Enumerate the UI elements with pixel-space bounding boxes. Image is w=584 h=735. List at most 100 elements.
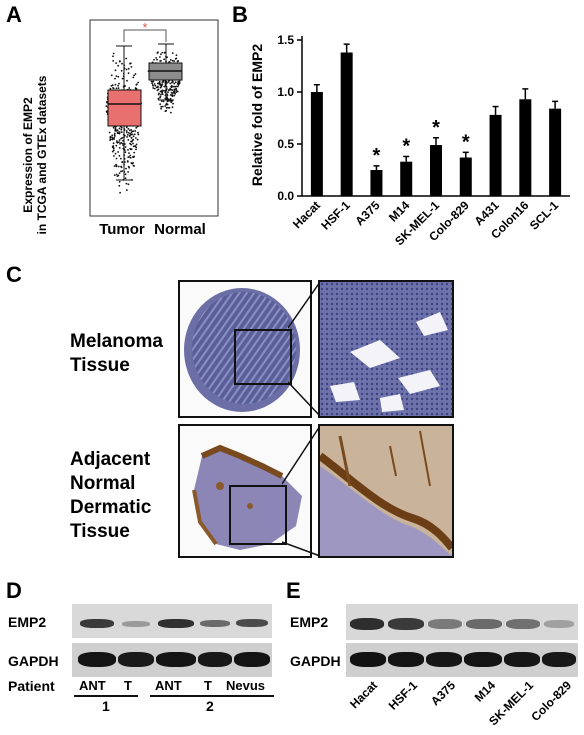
normal-point (151, 84, 154, 86)
normal-point (157, 93, 160, 96)
normal-point (167, 89, 170, 92)
tumor-point (118, 147, 121, 149)
tumor-point (131, 162, 134, 165)
panel-e-letter: E (286, 578, 301, 603)
normal-point (157, 97, 160, 100)
tumor-point (125, 68, 128, 71)
normal-point (166, 56, 169, 59)
tumor-point (115, 173, 118, 176)
tumor-point (127, 132, 130, 134)
tumor-point (128, 166, 131, 169)
tumor-point (129, 132, 132, 135)
d-gapdh-band-t1 (118, 652, 154, 667)
tumor-point (113, 155, 115, 157)
b-bar (370, 170, 383, 196)
tumor-point (135, 143, 138, 146)
normal-point (169, 59, 172, 61)
normal-point (160, 53, 162, 56)
normal-point (160, 107, 163, 110)
adjacent-label-line3: Dermatic (70, 497, 152, 518)
e-emp2-band-a375 (428, 619, 462, 629)
tumor-point (114, 127, 117, 129)
d-row-label-emp2: EMP2 (8, 614, 47, 630)
normal-point (160, 93, 162, 96)
tumor-point (126, 133, 129, 136)
tumor-point (135, 146, 138, 149)
tumor-point (111, 136, 113, 139)
d-lane-t2: T (204, 678, 212, 693)
normal-point (166, 100, 169, 103)
normal-point (163, 51, 166, 54)
tumor-point (118, 141, 120, 144)
tumor-point (112, 126, 115, 129)
e-emp2-band-hsf1 (388, 618, 424, 630)
b-bar (549, 108, 562, 196)
significance-star: * (142, 20, 147, 35)
tumor-point (120, 131, 123, 134)
tumor-point (114, 83, 117, 86)
d-lane-t1: T (124, 678, 132, 693)
melanoma-zoom-lines (288, 281, 321, 417)
tumor-point (121, 62, 123, 65)
normal-point (171, 92, 174, 94)
normal-point (174, 92, 177, 95)
tumor-point (125, 57, 127, 60)
tumor-point (114, 129, 117, 132)
tumor-point (119, 60, 121, 62)
d-gapdh-blot (72, 643, 272, 677)
normal-point (174, 85, 177, 88)
b-bar (519, 99, 532, 196)
normal-point (167, 81, 170, 83)
tumor-point (135, 137, 137, 139)
d-group1-underline (74, 695, 138, 697)
tumor-point (121, 142, 124, 145)
tumor-point (127, 139, 130, 141)
melanoma-label: Melanoma Tissue (70, 330, 163, 378)
melanoma-label-line2: Tissue (70, 355, 130, 376)
normal-point (178, 80, 181, 83)
tumor-point (126, 189, 128, 192)
tumor-point (117, 75, 120, 78)
tumor-point (117, 84, 119, 87)
tumor-point (115, 87, 118, 90)
normal-point (161, 91, 163, 94)
tumor-point (118, 82, 120, 85)
tumor-point (122, 139, 124, 142)
e-gapdh-band-hacat (350, 652, 386, 667)
normal-point (164, 105, 167, 107)
tumor-point (127, 160, 129, 163)
normal-point (152, 80, 155, 83)
d-emp2-band-t2 (200, 620, 230, 627)
tumor-point (137, 131, 139, 134)
normal-point (159, 103, 162, 106)
normal-point (166, 98, 169, 100)
melanoma-zoom-image (318, 280, 454, 418)
normal-point (161, 105, 164, 108)
tumor-point (117, 64, 120, 67)
normal-point (159, 60, 162, 62)
normal-point (162, 100, 165, 103)
normal-point (160, 84, 163, 87)
normal-point (161, 93, 164, 96)
tumor-point (137, 81, 140, 84)
adjacent-zoom-lines (282, 425, 321, 557)
e-lane-label: Colo-829 (528, 678, 574, 724)
tumor-point (129, 154, 132, 157)
tumor-point (114, 77, 116, 80)
tumor-point (120, 165, 122, 168)
tumor-point (134, 73, 137, 75)
normal-point (175, 87, 178, 90)
normal-point (167, 91, 169, 94)
tumor-point (132, 145, 135, 148)
tumor-point (114, 135, 116, 137)
tumor-point (125, 130, 128, 132)
normal-point (176, 82, 179, 85)
tumor-point (130, 143, 133, 146)
tumor-point (121, 161, 124, 163)
tumor-point (115, 163, 117, 166)
e-emp2-blot (346, 604, 578, 640)
tumor-point (127, 149, 129, 151)
tumor-point (132, 76, 135, 79)
tumor-point (113, 132, 116, 135)
